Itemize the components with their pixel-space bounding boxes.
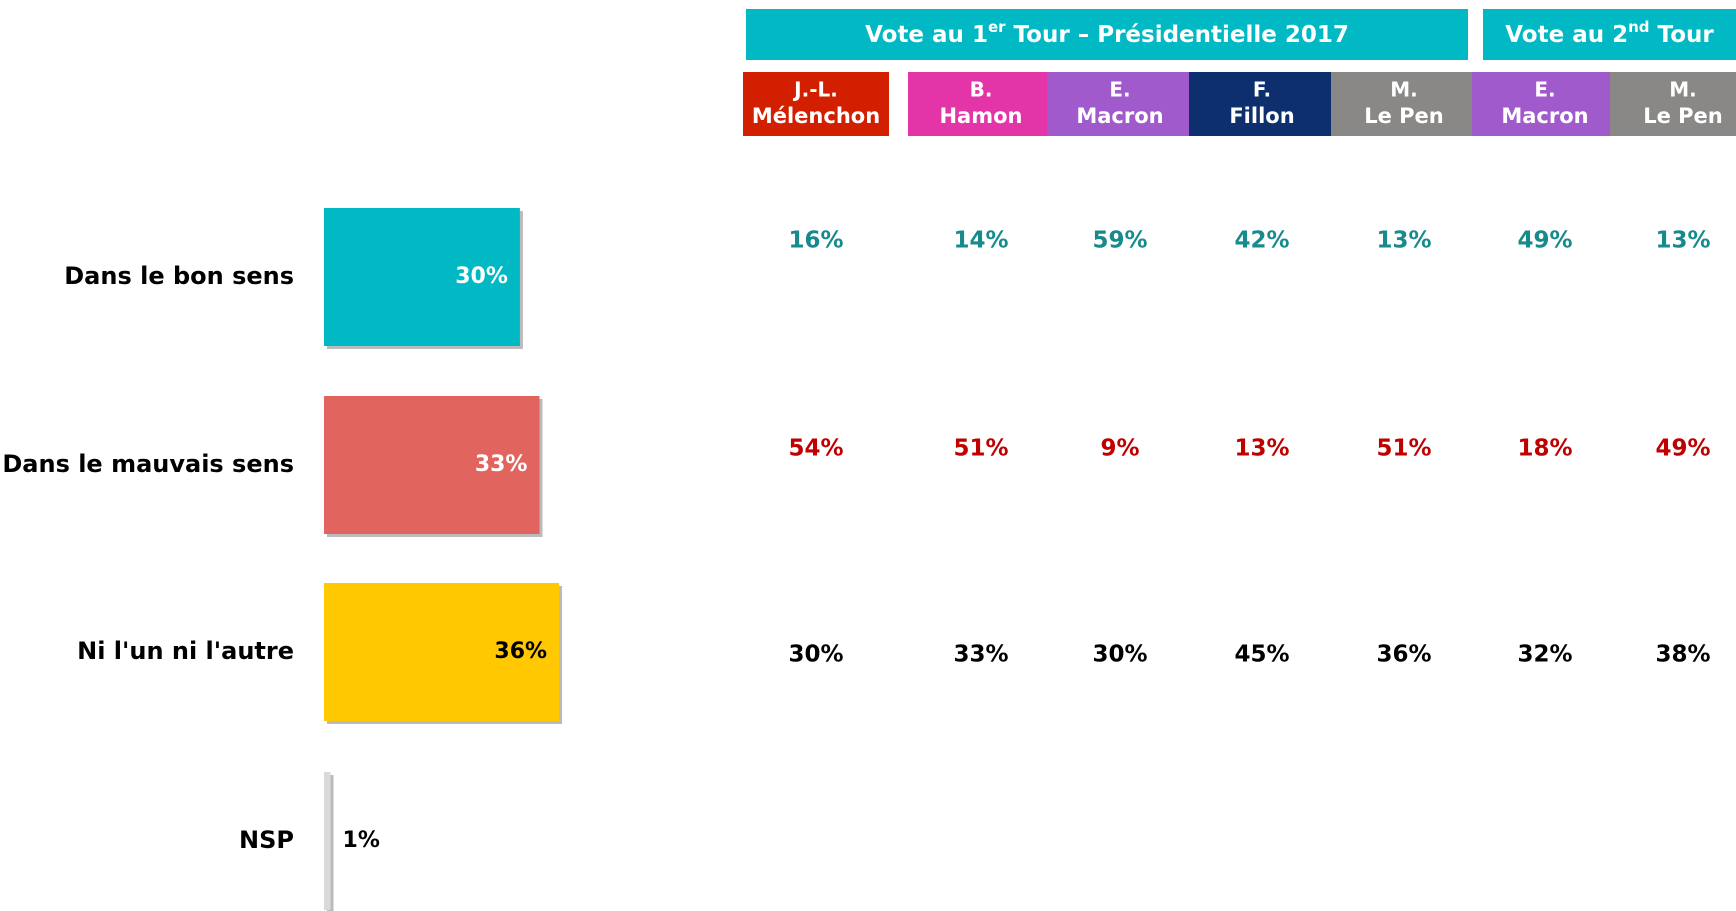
table-cell: 33% <box>953 642 1008 668</box>
column-header <box>1472 72 1618 136</box>
table-cell: 16% <box>788 228 843 254</box>
column-name: Macron <box>1076 104 1163 128</box>
table-cell: 51% <box>1376 436 1431 462</box>
column-name: M. <box>1669 78 1697 102</box>
table-cell: 13% <box>1655 228 1710 254</box>
column-name: E. <box>1534 78 1555 102</box>
table-cell: 54% <box>788 436 843 462</box>
table-cell: 30% <box>788 642 843 668</box>
value-label: 30% <box>455 264 508 289</box>
table-cell: 45% <box>1234 642 1289 668</box>
group-title-part: nd <box>1628 18 1649 36</box>
category-label: Dans le bon sens <box>64 262 294 290</box>
column-name: F. <box>1253 78 1271 102</box>
bar <box>324 583 560 721</box>
column-name: Fillon <box>1229 104 1294 128</box>
category-label: NSP <box>239 826 294 854</box>
group-title: Vote au 2nd Tour <box>1505 18 1714 48</box>
column-header <box>1189 72 1335 136</box>
group-title-part: er <box>988 18 1006 36</box>
table-cell: 13% <box>1376 228 1431 254</box>
group-title: Vote au 1er Tour – Présidentielle 2017 <box>865 18 1349 48</box>
table-cell: 32% <box>1517 642 1572 668</box>
bar <box>324 396 540 534</box>
group-title-part: Tour <box>1650 22 1715 48</box>
group-header <box>746 9 1468 60</box>
column-name: Hamon <box>939 104 1022 128</box>
column-header <box>1610 72 1736 136</box>
column-name: Le Pen <box>1364 104 1444 128</box>
column-header <box>1047 72 1193 136</box>
column-name: B. <box>970 78 993 102</box>
column-name: Macron <box>1501 104 1588 128</box>
group-title-part: Vote au 1 <box>865 22 988 48</box>
table-cell: 51% <box>953 436 1008 462</box>
column-name: Le Pen <box>1643 104 1723 128</box>
column-name: M. <box>1390 78 1418 102</box>
bar <box>324 772 331 910</box>
value-label: 33% <box>475 452 528 477</box>
group-title-part: Tour – Présidentielle 2017 <box>1006 22 1349 48</box>
category-label: Ni l'un ni l'autre <box>77 637 294 665</box>
table-cell: 13% <box>1234 436 1289 462</box>
group-title-part: Vote au 2 <box>1505 22 1628 48</box>
category-label: Dans le mauvais sens <box>2 450 294 478</box>
table-cell: 49% <box>1517 228 1572 254</box>
bar <box>324 208 520 346</box>
group-header <box>1483 9 1736 60</box>
column-name: J.-L. <box>792 78 838 102</box>
table-cell: 49% <box>1655 436 1710 462</box>
table-cell: 42% <box>1234 228 1289 254</box>
table-cell: 18% <box>1517 436 1572 462</box>
column-name: Mélenchon <box>752 104 880 128</box>
table-cell: 9% <box>1100 436 1139 462</box>
column-header <box>743 72 889 136</box>
table-cell: 36% <box>1376 642 1431 668</box>
table-cell: 38% <box>1655 642 1710 668</box>
value-label: 1% <box>343 828 380 853</box>
value-label: 36% <box>494 639 547 664</box>
column-header <box>908 72 1054 136</box>
column-header <box>1331 72 1477 136</box>
table-cell: 59% <box>1092 228 1147 254</box>
table-cell: 14% <box>953 228 1008 254</box>
table-cell: 30% <box>1092 642 1147 668</box>
column-name: E. <box>1109 78 1130 102</box>
